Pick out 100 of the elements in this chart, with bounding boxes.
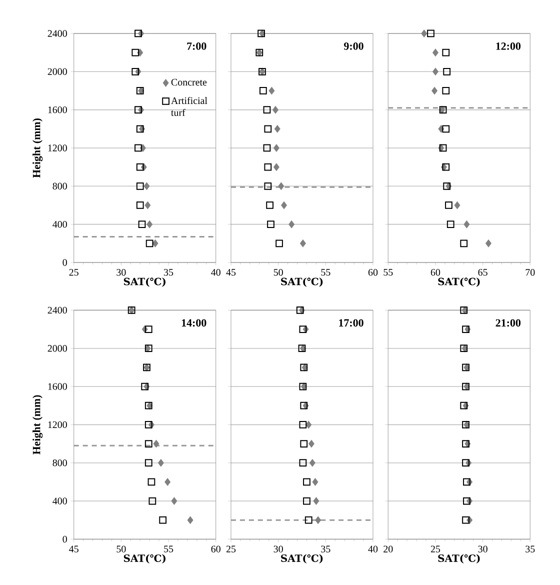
point	[272, 106, 278, 114]
y-tick-label: 2000	[48, 345, 67, 352]
y-tick-label: 2400	[48, 306, 67, 314]
x-tick-label: 35	[526, 546, 535, 552]
point	[315, 516, 321, 524]
point	[462, 459, 470, 467]
y-tick-label: 1600	[48, 106, 67, 114]
x-axis-title: SAT(℃)	[438, 278, 480, 287]
point	[300, 240, 306, 248]
point	[153, 440, 160, 448]
point	[432, 48, 438, 56]
point	[144, 202, 151, 209]
point	[136, 182, 144, 190]
point	[281, 202, 287, 209]
x-axis-title: SAT(℃)	[281, 278, 323, 287]
point	[276, 240, 283, 248]
y-tick-label: 1600	[48, 383, 67, 390]
x-tick-label: 30	[116, 268, 126, 276]
point	[148, 497, 156, 505]
point	[171, 497, 178, 505]
point	[263, 106, 271, 114]
x-tick-label: 50	[116, 546, 126, 552]
point	[259, 87, 267, 94]
x-tick-label: 60	[211, 546, 220, 552]
point	[146, 220, 152, 228]
point	[187, 516, 194, 524]
point	[462, 440, 470, 448]
x-tick-label: 20	[384, 546, 393, 552]
text: 7:00	[187, 42, 206, 50]
point	[134, 30, 142, 38]
point	[310, 459, 316, 467]
point	[443, 68, 451, 76]
legend-label: Artificial turf	[171, 96, 208, 116]
point	[132, 68, 140, 76]
point	[442, 87, 450, 94]
point	[138, 220, 146, 228]
x-tick-label: 30	[478, 546, 488, 552]
point	[268, 87, 275, 94]
point	[263, 144, 271, 152]
legend-label: Concrete	[171, 78, 207, 86]
point	[303, 497, 310, 505]
point	[141, 382, 149, 390]
point	[304, 516, 312, 524]
point	[274, 144, 280, 152]
point	[144, 421, 152, 428]
point	[463, 478, 470, 486]
point	[274, 125, 280, 133]
point	[308, 440, 314, 448]
y-axis-title: Height (mm)	[32, 395, 43, 454]
y-tick-label: 2400	[48, 30, 67, 37]
point	[134, 106, 142, 114]
point	[148, 478, 156, 486]
x-tick-label: 30	[274, 546, 283, 552]
x-tick-label: 45	[69, 546, 78, 552]
x-axis-title: SAT(℃)	[438, 554, 480, 564]
point	[306, 421, 312, 428]
x-tick-label: 50	[274, 268, 283, 276]
x-tick-label: 25	[69, 269, 78, 276]
y-tick-label: 0	[62, 536, 67, 543]
point	[464, 220, 470, 228]
point	[303, 478, 310, 486]
point	[136, 202, 144, 209]
point	[313, 497, 320, 505]
point	[454, 202, 460, 209]
text: 21:00	[496, 319, 521, 327]
x-tick-label: 55	[321, 268, 330, 276]
x-tick-label: 55	[384, 268, 393, 276]
y-axis-title: Height (mm)	[32, 118, 43, 178]
y-tick-label: 800	[52, 182, 67, 190]
x-tick-label: 40	[368, 546, 378, 552]
point	[421, 30, 427, 38]
x-tick-label: 45	[226, 268, 236, 276]
point	[146, 240, 154, 248]
point	[432, 68, 438, 76]
point	[159, 516, 167, 524]
point	[144, 440, 152, 448]
point	[300, 440, 308, 448]
point	[462, 326, 470, 333]
point	[136, 125, 144, 133]
point	[442, 163, 450, 171]
point	[267, 220, 274, 228]
point	[134, 144, 142, 152]
text: 17:00	[339, 319, 364, 327]
x-tick-label: 35	[164, 269, 174, 276]
point	[299, 421, 307, 428]
point	[442, 125, 450, 133]
point	[164, 478, 170, 486]
point	[132, 48, 140, 56]
x-axis-title: SAT(℃)	[124, 554, 166, 564]
x-axis-title: SAT(℃)	[124, 278, 166, 287]
x-tick-label: 55	[164, 546, 174, 552]
point	[460, 240, 468, 248]
point	[158, 459, 164, 467]
x-tick-label: 60	[430, 268, 440, 276]
point	[264, 125, 272, 133]
text: 14:00	[182, 319, 206, 327]
point	[152, 240, 158, 248]
point	[144, 182, 150, 190]
point	[460, 402, 468, 410]
y-tick-label: 400	[52, 220, 67, 228]
